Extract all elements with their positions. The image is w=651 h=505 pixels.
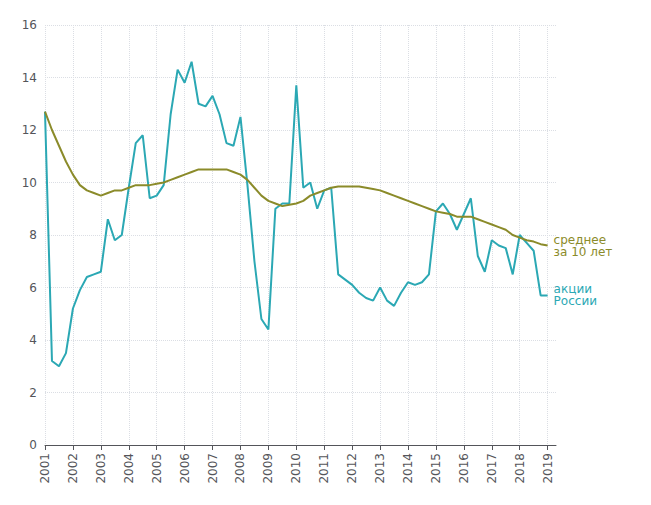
svg-text:2006: 2006 [178,453,192,484]
svg-text:2: 2 [29,386,37,400]
svg-text:2007: 2007 [206,453,220,484]
svg-text:2012: 2012 [345,453,359,484]
svg-text:14: 14 [22,71,37,85]
svg-text:12: 12 [22,123,37,137]
svg-text:2018: 2018 [513,453,527,484]
svg-text:2003: 2003 [94,453,108,484]
svg-text:2002: 2002 [66,453,80,484]
svg-text:2019: 2019 [541,453,555,484]
svg-text:среднее: среднее [553,232,607,247]
svg-text:2010: 2010 [289,453,303,484]
svg-text:2001: 2001 [38,453,52,484]
svg-text:4: 4 [29,333,37,347]
svg-text:2004: 2004 [122,453,136,484]
svg-text:16: 16 [22,18,37,32]
svg-text:2015: 2015 [429,453,443,484]
svg-text:России: России [554,294,597,308]
svg-text:0: 0 [29,438,37,452]
svg-text:10: 10 [22,176,37,190]
svg-text:2008: 2008 [233,453,247,484]
svg-text:за 10 лет: за 10 лет [554,245,613,259]
svg-text:2017: 2017 [485,453,499,484]
svg-text:2005: 2005 [150,453,164,484]
svg-text:2014: 2014 [401,453,415,484]
svg-text:2016: 2016 [457,453,471,484]
svg-text:6: 6 [29,281,37,295]
svg-text:2013: 2013 [373,453,387,484]
svg-text:акции: акции [553,282,592,297]
svg-text:2011: 2011 [317,453,331,484]
svg-text:8: 8 [29,228,37,242]
svg-text:2009: 2009 [261,453,275,484]
